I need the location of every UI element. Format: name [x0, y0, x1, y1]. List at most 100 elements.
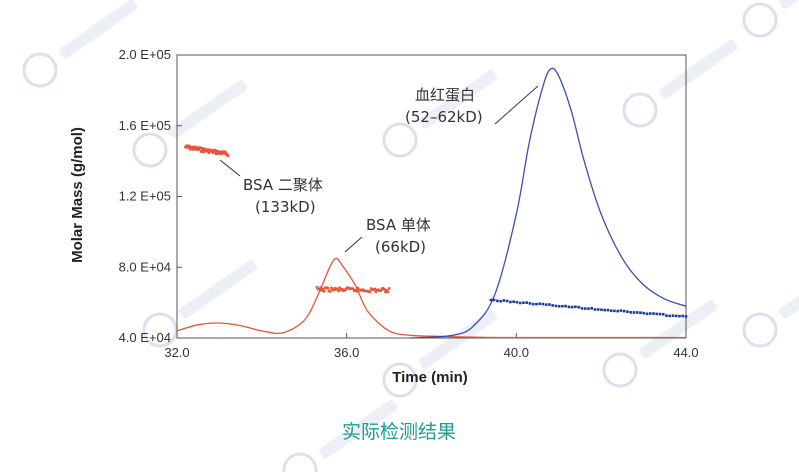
- molar-mass-point: [226, 154, 230, 158]
- molar-mass-point: [632, 311, 636, 314]
- molar-mass-point: [587, 307, 590, 310]
- molar-mass-point: [211, 148, 214, 152]
- molar-mass-point: [551, 304, 554, 307]
- molar-mass-point: [613, 309, 616, 313]
- molar-mass-point: [195, 148, 199, 151]
- molar-mass-point: [658, 312, 662, 316]
- watermark-mark: [282, 399, 398, 472]
- molar-mass-point: [590, 306, 593, 310]
- molar-mass-point: [564, 304, 567, 308]
- molar-mass-point: [202, 150, 206, 154]
- signal-traces: [176, 67, 687, 339]
- molar-mass-point: [218, 151, 222, 154]
- molar-mass-point: [320, 289, 324, 292]
- molar-mass-point: [355, 289, 358, 293]
- molar-mass-point: [528, 302, 532, 305]
- watermark-mark: [622, 39, 738, 128]
- molar-mass-point: [315, 286, 319, 289]
- y-axis-title: Molar Mass (g/mol): [69, 127, 86, 263]
- x-tick-label: 32.0: [164, 345, 189, 360]
- molar-mass-point: [538, 302, 541, 306]
- y-tick-label: 8.0 E+04: [119, 259, 171, 274]
- molar-mass-point: [496, 299, 499, 303]
- annotation-bsa-dimer: BSA 二聚体: [243, 176, 323, 194]
- watermark-mark: [742, 259, 799, 348]
- annotation-pointer-hemoglobin: [494, 85, 539, 125]
- molar-mass-point: [525, 301, 528, 304]
- molar-mass-point: [639, 311, 642, 315]
- molar-mass-point: [548, 303, 551, 306]
- molar-mass-points: [184, 144, 688, 318]
- molar-mass-point: [580, 307, 584, 310]
- molar-mass-point: [635, 311, 639, 314]
- molar-mass-point: [609, 309, 613, 313]
- molar-mass-point: [502, 299, 506, 302]
- molar-mass-point: [626, 310, 629, 314]
- molar-mass-point: [326, 286, 330, 290]
- molar-mass-point: [318, 287, 321, 291]
- x-tick-label: 44.0: [673, 345, 698, 360]
- molar-mass-point: [619, 309, 623, 312]
- molar-mass-point: [570, 305, 574, 309]
- molar-mass-point: [188, 144, 192, 148]
- molar-mass-point: [557, 304, 561, 308]
- molar-mass-point: [184, 146, 188, 149]
- molar-mass-point: [648, 312, 652, 315]
- molar-mass-point: [518, 301, 522, 305]
- molar-mass-point: [583, 307, 587, 310]
- molar-mass-point: [336, 287, 339, 291]
- signal-trace-0: [176, 257, 686, 339]
- watermark-mark: [382, 69, 498, 158]
- molar-mass-point: [665, 314, 668, 317]
- figure-caption: 实际检测结果: [342, 421, 456, 443]
- molar-mass-point: [337, 289, 340, 293]
- molar-mass-point: [217, 150, 221, 153]
- y-tick-label: 1.2 E+05: [119, 189, 171, 204]
- y-tick-label: 4.0 E+04: [119, 330, 171, 345]
- molar-mass-point: [489, 298, 493, 302]
- molar-mass-point: [596, 308, 600, 311]
- molar-mass-point: [509, 300, 512, 304]
- molar-mass-point: [215, 149, 218, 153]
- molar-mass-point: [522, 301, 525, 305]
- molar-mass-point: [194, 146, 198, 149]
- molar-mass-point: [505, 299, 509, 303]
- molar-mass-segment-0: [184, 144, 230, 158]
- molar-mass-point: [645, 312, 649, 316]
- signal-trace-1: [410, 67, 687, 339]
- molar-mass-point: [512, 300, 515, 303]
- molar-mass-point: [213, 148, 217, 152]
- molar-mass-point: [351, 287, 355, 290]
- molar-mass-point: [652, 312, 655, 315]
- molar-mass-point: [606, 308, 610, 312]
- molar-mass-point: [356, 286, 360, 290]
- y-axis: 4.0 E+04 8.0 E+04 1.2 E+05 1.6 E+05 2.0 E+05: [119, 47, 182, 345]
- molar-mass-point: [332, 288, 336, 292]
- x-axis-title: Time (min): [392, 369, 468, 386]
- molar-mass-point: [384, 290, 387, 294]
- molar-mass-point: [515, 300, 519, 304]
- x-tick-label: 36.0: [334, 345, 359, 360]
- molar-mass-point: [201, 146, 204, 150]
- molar-mass-point: [201, 148, 205, 151]
- watermark-mark: [382, 309, 498, 398]
- y-tick-label: 1.6 E+05: [119, 118, 171, 133]
- molar-mass-point: [196, 146, 199, 149]
- molar-mass-point: [223, 150, 227, 154]
- annotation-pointer-bsa-dimer: [219, 159, 241, 177]
- molar-mass-point: [206, 148, 210, 151]
- molar-mass-point: [192, 147, 196, 151]
- molar-mass-point: [531, 302, 535, 306]
- molar-mass-point: [374, 290, 378, 293]
- watermark-layer: [22, 0, 799, 472]
- molar-mass-point: [499, 299, 502, 303]
- molar-mass-point: [541, 302, 545, 306]
- annotation-pointer-bsa-monomer: [344, 236, 363, 253]
- molar-mass-segment-2: [489, 298, 688, 318]
- molar-mass-point: [319, 286, 322, 289]
- molar-mass-point: [678, 314, 681, 318]
- molar-mass-point: [321, 287, 325, 291]
- molar-mass-point: [193, 145, 196, 149]
- molar-mass-point: [671, 314, 675, 317]
